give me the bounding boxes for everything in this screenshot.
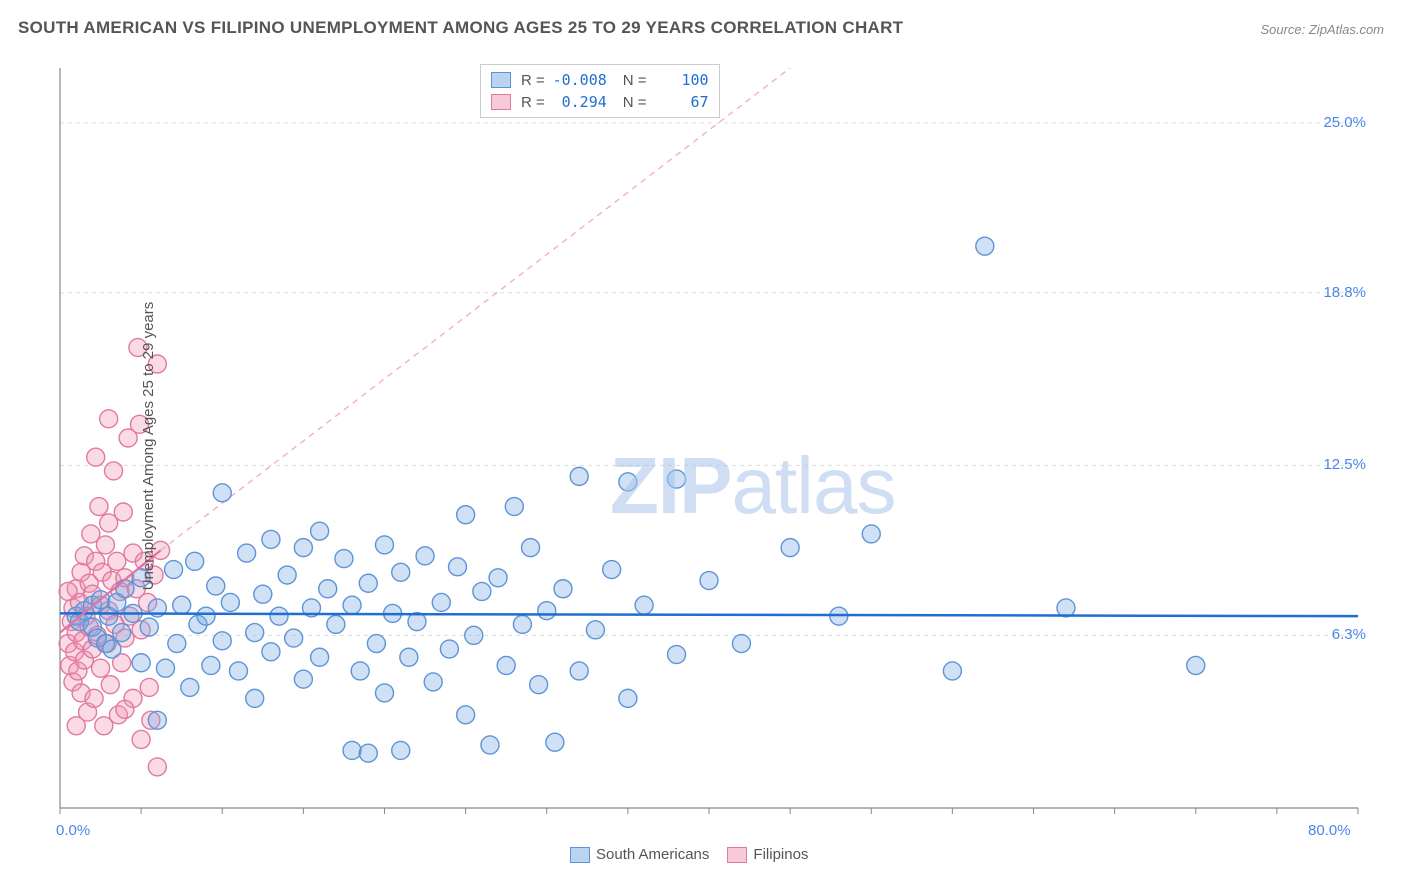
- y-tick-label: 6.3%: [1332, 626, 1366, 643]
- y-tick-label: 18.8%: [1323, 284, 1366, 301]
- r-label: R =: [521, 94, 545, 111]
- corr-legend-row: R = -0.008 N = 100: [491, 69, 709, 91]
- series-legend: South Americans Filipinos: [570, 846, 808, 863]
- correlation-legend: R = -0.008 N = 100 R = 0.294 N = 67: [480, 64, 720, 118]
- chart-title: SOUTH AMERICAN VS FILIPINO UNEMPLOYMENT …: [18, 18, 903, 38]
- y-axis-label: Unemployment Among Ages 25 to 29 years: [140, 302, 157, 591]
- series-name: Filipinos: [753, 846, 808, 863]
- r-label: R =: [521, 72, 545, 89]
- source-attribution: Source: ZipAtlas.com: [1260, 22, 1384, 37]
- n-label: N =: [623, 94, 647, 111]
- series-legend-item: South Americans: [570, 846, 709, 863]
- legend-swatch: [727, 847, 747, 863]
- n-label: N =: [623, 72, 647, 89]
- r-value: 0.294: [551, 93, 607, 111]
- r-value: -0.008: [551, 71, 607, 89]
- x-tick-label: 0.0%: [56, 822, 90, 839]
- chart-area: ZIPatlas R =-0.008N =100R =0.294N =67 So…: [50, 60, 1370, 830]
- x-tick-label: 80.0%: [1308, 822, 1351, 839]
- legend-swatch: [570, 847, 590, 863]
- y-tick-label: 12.5%: [1323, 456, 1366, 473]
- legend-swatch: [491, 72, 511, 88]
- series-name: South Americans: [596, 846, 709, 863]
- n-value: 100: [653, 71, 709, 89]
- scatter-plot-svg: [50, 60, 1370, 830]
- series-legend-item: Filipinos: [727, 846, 808, 863]
- n-value: 67: [653, 93, 709, 111]
- corr-legend-row: R = 0.294 N = 67: [491, 91, 709, 113]
- y-tick-label: 25.0%: [1323, 114, 1366, 131]
- legend-swatch: [491, 94, 511, 110]
